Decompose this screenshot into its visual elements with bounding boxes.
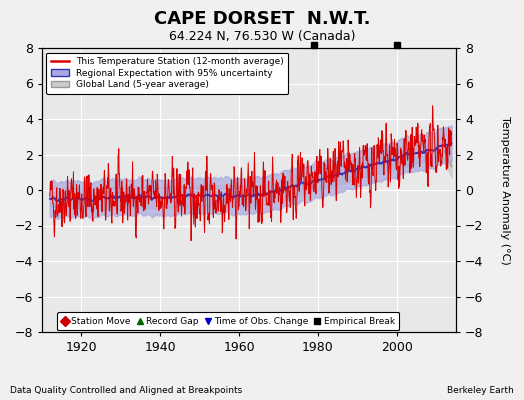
Text: Data Quality Controlled and Aligned at Breakpoints: Data Quality Controlled and Aligned at B… xyxy=(10,386,243,395)
Text: 64.224 N, 76.530 W (Canada): 64.224 N, 76.530 W (Canada) xyxy=(169,30,355,43)
Legend: Station Move, Record Gap, Time of Obs. Change, Empirical Break: Station Move, Record Gap, Time of Obs. C… xyxy=(57,312,399,330)
Text: CAPE DORSET  N.W.T.: CAPE DORSET N.W.T. xyxy=(154,10,370,28)
Y-axis label: Temperature Anomaly (°C): Temperature Anomaly (°C) xyxy=(500,116,510,264)
Text: Berkeley Earth: Berkeley Earth xyxy=(447,386,514,395)
